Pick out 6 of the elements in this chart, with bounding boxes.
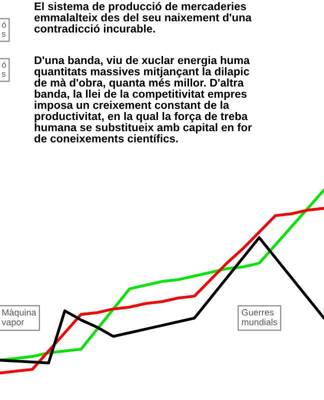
text: El sistema de producció de mercaderies emmalalteix des del seu naixement d'una contradicció incurable. bbox=[34, 2, 252, 33]
text: ó s bbox=[2, 22, 6, 37]
text: D'una banda, viu de xuclar energia huma quantitats massives mitjançant la dilapic de mà d'obra, quanta més millor. D'altra banda, la llei de la competitivitat empres imposa un creixement constant de la productivitat, en la qual la força de treba humana se substitueix amb capital en for de coneixements científics. bbox=[34, 56, 252, 142]
text: ó s bbox=[2, 62, 6, 77]
annotation: Màquina vapor bbox=[2, 308, 36, 328]
annotation: Guerres mundials bbox=[242, 309, 278, 326]
